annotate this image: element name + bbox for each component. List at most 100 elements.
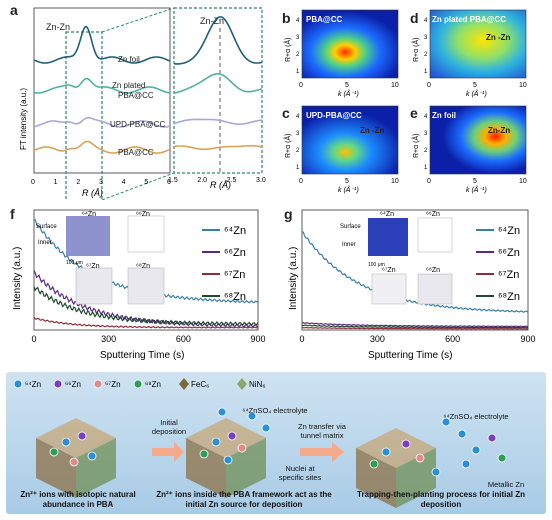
- map-xlabel: k (Å⁻¹): [466, 89, 487, 98]
- ion: [199, 449, 209, 459]
- trace-label-zn-plated-2: PBA@CC: [118, 91, 154, 100]
- map-ytick: 2: [424, 52, 428, 58]
- panel-h-graphics: ⁶⁴Zn ⁶⁶Zn ⁶⁷Zn ⁶⁸Zn FeC₆ NiN₆: [13, 378, 507, 508]
- legend-label: ⁶⁷Zn: [498, 269, 519, 281]
- map-ytick: 1: [424, 165, 428, 171]
- trace-right-1: [173, 73, 263, 94]
- map-ytick: 3: [424, 131, 428, 137]
- panel-g-chart: Intensity (a.u.) 0 300 600 900 Sputtering T…: [288, 209, 536, 361]
- ion: [497, 453, 507, 463]
- arrow-zn-transfer: [300, 442, 344, 462]
- a-right-tick: 3.0: [256, 177, 266, 184]
- panel-a-xlabel-right: R (Å): [210, 180, 231, 190]
- map-xtick: 5: [473, 82, 477, 89]
- curve-zn67: [33, 316, 259, 329]
- electrolyte1-label: ⁶⁴ZnSO₄ electrolyte: [242, 406, 308, 415]
- ion: [87, 451, 97, 461]
- panel-g-inset: ⁶⁴Zn ⁶⁶Zn ⁶⁷Zn ⁶⁸Zn Surface Inner 100 μm: [340, 211, 453, 305]
- map-xtick: 0: [299, 178, 303, 185]
- g-inset-scale: 100 μm: [368, 262, 385, 268]
- map-xlabel: k (Å⁻¹): [338, 89, 359, 98]
- panel-label-a: a: [10, 2, 18, 18]
- a-right-tick: 1.5: [168, 177, 178, 184]
- curve-zn66: [33, 270, 259, 328]
- legend-ion: [53, 379, 63, 389]
- lattice-1: [36, 418, 116, 498]
- legend-octa: [179, 378, 189, 390]
- map-xtick: 5: [345, 178, 349, 185]
- map-ytick: 4: [296, 18, 300, 24]
- legend-label: ⁶⁴Zn: [224, 225, 246, 237]
- g-inset-inner: Inner: [342, 242, 356, 248]
- ion: [223, 455, 233, 465]
- panel-f-inset: ⁶⁴Zn ⁶⁶Zn ⁶⁷Zn ⁶⁸Zn Surface Inner 100 μm: [36, 211, 165, 305]
- trace-left-0: [33, 25, 171, 64]
- right-plot-frame: [173, 7, 263, 174]
- legend-label: ⁶⁶Zn: [498, 247, 520, 259]
- map-c: [302, 106, 398, 174]
- map-d-title: Zn plated PBA@CC: [432, 15, 506, 24]
- caption-1: Zn²⁺ ions with isotopic natural abundanc…: [20, 490, 136, 509]
- map-b: [302, 10, 398, 78]
- curve-zn68: [301, 324, 529, 329]
- x-tick: 0: [300, 334, 305, 344]
- a-right-tick: 2.0: [197, 177, 207, 184]
- a-left-tick: 0: [31, 179, 35, 186]
- panel-g-ylabel: Intensity (a.u.): [288, 247, 299, 310]
- ion: [457, 429, 467, 439]
- zoom-box: [65, 31, 103, 200]
- map-e-title: Zn foil: [432, 111, 456, 120]
- panel-f-frame: [33, 209, 259, 331]
- panel-label-e: e: [410, 105, 418, 121]
- map-xlabel: k (Å⁻¹): [466, 185, 487, 194]
- map-frame: [301, 9, 399, 79]
- curve-zn68: [33, 286, 259, 326]
- ion: [77, 431, 87, 441]
- electrolyte2-label: ⁶⁴ZnSO₄ electrolyte: [443, 412, 509, 421]
- panel-g-xlabel: Sputtering Time (s): [368, 350, 452, 361]
- x-tick: 600: [445, 334, 460, 344]
- map-d-extra: Zn -Zn: [486, 33, 511, 42]
- map-xtick: 5: [345, 82, 349, 89]
- legend-ion: [93, 379, 103, 389]
- ion: [415, 453, 425, 463]
- legend-text: FeC₆: [191, 380, 209, 389]
- map-xtick: 0: [427, 82, 431, 89]
- ion: [237, 443, 247, 453]
- map-xtick: 10: [391, 82, 399, 89]
- peak-label-left: Zn-Zn: [46, 22, 70, 32]
- trace-label-zn-plated-1: Zn plated: [112, 81, 145, 90]
- g-inset-iso-67: ⁶⁷Zn: [382, 267, 396, 274]
- map-frame: [301, 105, 399, 175]
- g-inset-iso-68: ⁶⁸Zn: [426, 267, 440, 274]
- curve-zn66: [301, 321, 529, 328]
- trace-right-2: [173, 118, 263, 125]
- map-frame: [429, 105, 527, 175]
- legend-text: NiN₆: [249, 380, 266, 389]
- x-tick: 900: [521, 334, 536, 344]
- g-inset-surface: Surface: [340, 224, 361, 230]
- f-inset-scale: 100 μm: [66, 260, 83, 266]
- a-right-tick: 2.5: [227, 177, 237, 184]
- nuclei-label: Nuclei at specific sites: [278, 464, 322, 482]
- ion: [227, 431, 237, 441]
- map-frame: [429, 9, 527, 79]
- x-tick: 300: [101, 334, 116, 344]
- panel-g-frame: [301, 209, 529, 331]
- panel-label-d: d: [410, 10, 419, 26]
- ion: [369, 459, 379, 469]
- a-left-tick: 4: [122, 179, 126, 186]
- map-ytick: 4: [424, 114, 428, 120]
- map-xtick: 0: [427, 178, 431, 185]
- ion: [381, 447, 391, 457]
- panel-a-chart: FT intensity (a.u.) Zn-Zn Zn-Zn Zn foil …: [19, 7, 266, 200]
- map-ytick: 3: [296, 131, 300, 137]
- panel-label-g: g: [284, 206, 293, 222]
- trace-label-upd: UPD-PBA@CC: [110, 120, 165, 129]
- map-ylabel: R+α (Å): [411, 38, 420, 62]
- f-inset-surface: Surface: [36, 224, 57, 230]
- legend-text: ⁶⁷Zn: [105, 380, 121, 389]
- a-left-tick: 2: [76, 179, 80, 186]
- ion: [441, 417, 451, 427]
- ion: [247, 411, 257, 421]
